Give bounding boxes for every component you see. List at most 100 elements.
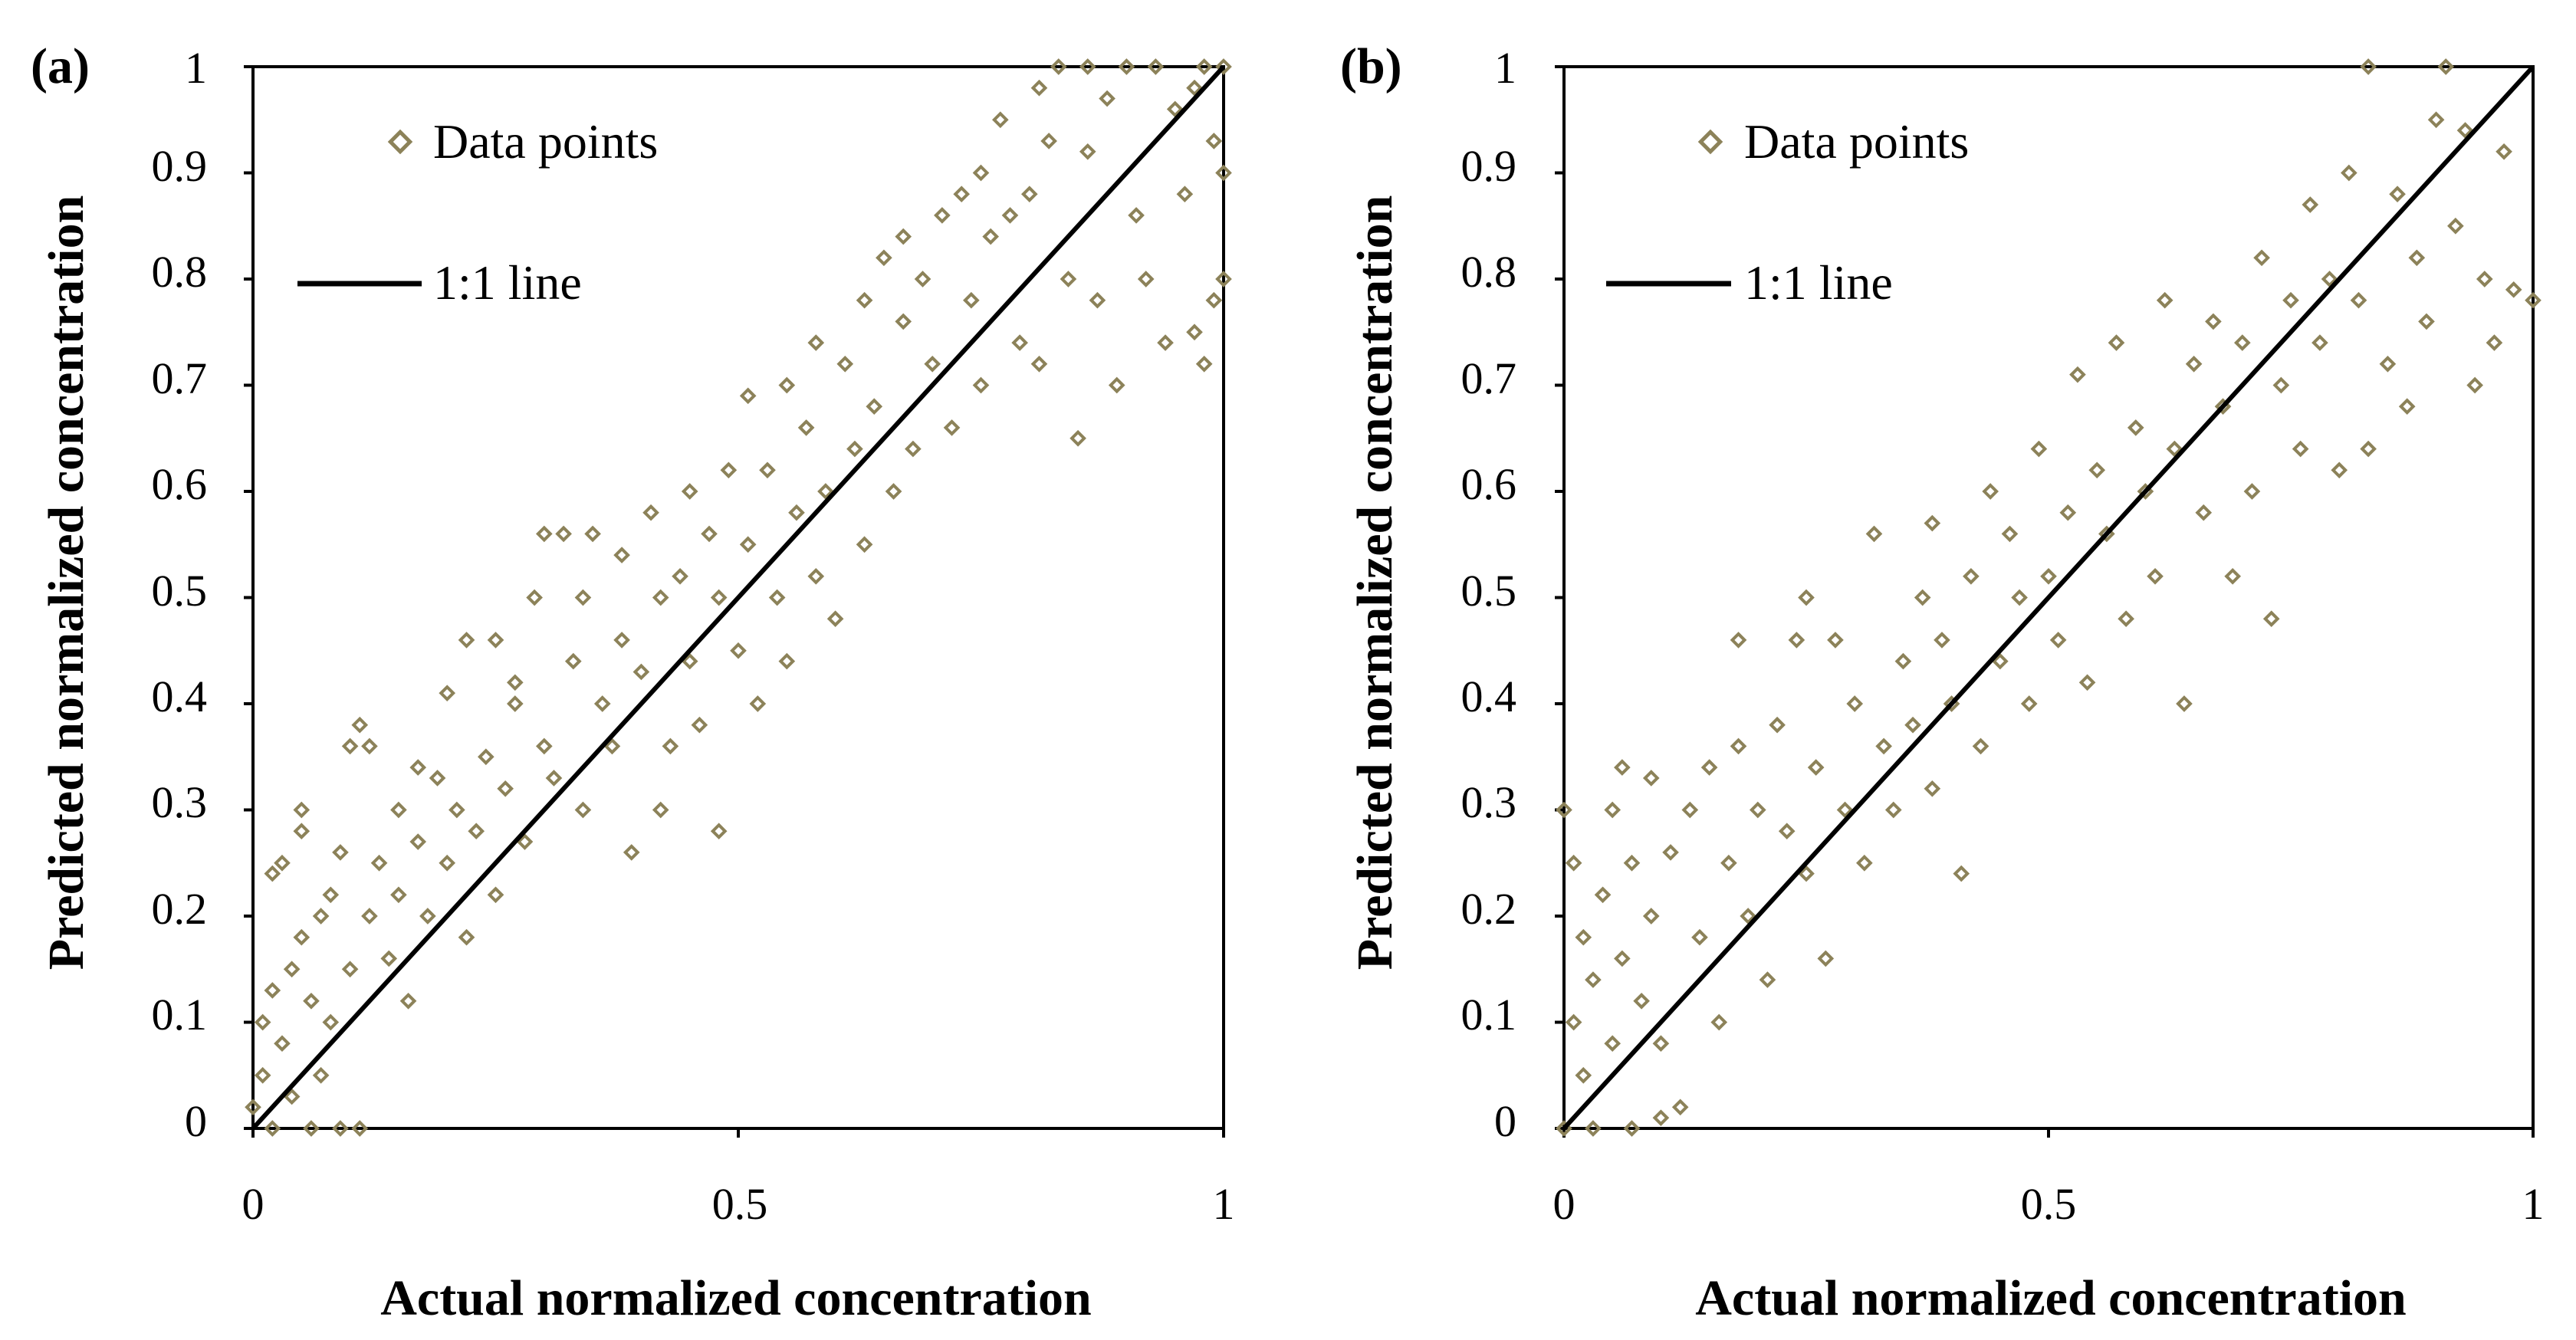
data-point bbox=[1147, 58, 1165, 75]
data-point bbox=[1691, 928, 1708, 946]
data-point bbox=[710, 823, 728, 840]
data-point bbox=[1108, 376, 1125, 394]
data-point bbox=[1991, 652, 2009, 670]
data-point bbox=[1730, 737, 1747, 755]
data-point bbox=[856, 536, 873, 553]
legend-b: Data points 1:1 line bbox=[1606, 114, 1969, 310]
y-tick-label: 0.5 bbox=[152, 566, 208, 616]
data-point bbox=[361, 908, 378, 925]
y-tick-label: 0.6 bbox=[1461, 459, 1517, 509]
data-point bbox=[254, 1013, 271, 1031]
data-point bbox=[361, 737, 378, 755]
data-point bbox=[2030, 440, 2048, 458]
data-point bbox=[332, 1120, 349, 1137]
data-point bbox=[293, 928, 310, 946]
data-point bbox=[506, 674, 524, 691]
x-tick-label: 0.5 bbox=[712, 1179, 768, 1229]
plot-area-a bbox=[244, 58, 1232, 1138]
data-point bbox=[2379, 355, 2397, 373]
data-point bbox=[730, 642, 747, 659]
data-point bbox=[312, 1066, 330, 1084]
data-point bbox=[768, 589, 786, 606]
data-point bbox=[788, 504, 805, 521]
data-point bbox=[1798, 589, 1815, 606]
data-point bbox=[778, 652, 796, 670]
data-point bbox=[876, 249, 892, 267]
data-point bbox=[1817, 950, 1835, 967]
data-point bbox=[1778, 823, 1796, 840]
data-point bbox=[701, 525, 718, 543]
y-axis-title-b: Predicted normalized concentration bbox=[1347, 195, 1403, 971]
y-tick-labels-a: 0 0.1 0.2 0.3 0.4 0.5 0.6 0.7 0.8 0.9 1 bbox=[152, 43, 208, 1146]
data-point bbox=[2059, 504, 2077, 521]
data-point bbox=[1137, 271, 1155, 287]
data-point bbox=[245, 1099, 261, 1116]
data-point bbox=[2233, 334, 2251, 351]
data-point bbox=[1575, 928, 1592, 946]
data-point bbox=[2350, 291, 2367, 309]
data-point bbox=[1788, 632, 1806, 649]
data-point bbox=[2049, 632, 2067, 649]
data-point bbox=[1128, 207, 1145, 224]
data-point bbox=[672, 567, 688, 585]
data-point bbox=[1856, 854, 1873, 872]
data-point bbox=[283, 1088, 301, 1105]
data-point bbox=[487, 632, 504, 649]
data-point bbox=[555, 525, 572, 543]
data-point bbox=[1215, 164, 1232, 182]
y-tick-label: 0.8 bbox=[152, 247, 208, 297]
data-point bbox=[681, 652, 698, 670]
data-point bbox=[2321, 271, 2338, 287]
data-point bbox=[535, 737, 553, 755]
x-tick-label: 0 bbox=[242, 1179, 264, 1229]
legend-marker-data-points bbox=[387, 129, 413, 155]
data-point bbox=[856, 291, 873, 309]
data-point bbox=[2224, 567, 2241, 585]
data-point bbox=[2302, 196, 2319, 213]
data-point bbox=[1079, 143, 1096, 160]
data-point bbox=[739, 536, 757, 553]
data-point bbox=[1769, 716, 1786, 734]
data-point bbox=[264, 982, 281, 999]
data-point bbox=[1614, 950, 1631, 967]
data-point bbox=[1652, 1109, 1670, 1126]
data-point bbox=[2282, 291, 2299, 309]
y-tick-label: 0.9 bbox=[1461, 141, 1517, 191]
data-point bbox=[1215, 58, 1232, 75]
data-point bbox=[2466, 376, 2483, 394]
data-point bbox=[2078, 674, 2096, 691]
legend-label-1-1-line: 1:1 line bbox=[1744, 255, 1893, 310]
data-point bbox=[1604, 801, 1622, 819]
data-point bbox=[739, 387, 757, 405]
data-point bbox=[439, 685, 456, 701]
data-point bbox=[1614, 759, 1631, 776]
data-point bbox=[720, 461, 738, 479]
data-point bbox=[458, 928, 475, 946]
y-tick-label: 0.3 bbox=[152, 777, 208, 827]
data-point bbox=[836, 355, 854, 373]
data-point bbox=[274, 854, 291, 872]
data-point bbox=[972, 164, 990, 182]
data-point bbox=[807, 334, 825, 351]
data-point bbox=[807, 567, 825, 585]
data-point bbox=[468, 823, 485, 840]
data-point bbox=[1585, 971, 1602, 988]
data-point bbox=[2011, 589, 2028, 606]
data-point bbox=[652, 801, 669, 819]
data-point bbox=[1205, 291, 1223, 309]
chart-panel-a: (a) Actual normalized concentration Pred… bbox=[31, 38, 1235, 1326]
data-point bbox=[2147, 567, 2164, 585]
data-point bbox=[1710, 1013, 1728, 1031]
data-point bbox=[1884, 801, 1902, 819]
data-point bbox=[574, 589, 592, 606]
data-point bbox=[2040, 567, 2057, 585]
data-point bbox=[826, 610, 844, 628]
data-point bbox=[2360, 440, 2377, 458]
data-point bbox=[759, 461, 776, 479]
data-point bbox=[2118, 610, 2134, 628]
x-tick-label: 1 bbox=[2522, 1179, 2545, 1229]
data-point bbox=[293, 801, 310, 819]
data-point bbox=[953, 186, 971, 203]
y-tick-label: 1 bbox=[185, 43, 207, 93]
